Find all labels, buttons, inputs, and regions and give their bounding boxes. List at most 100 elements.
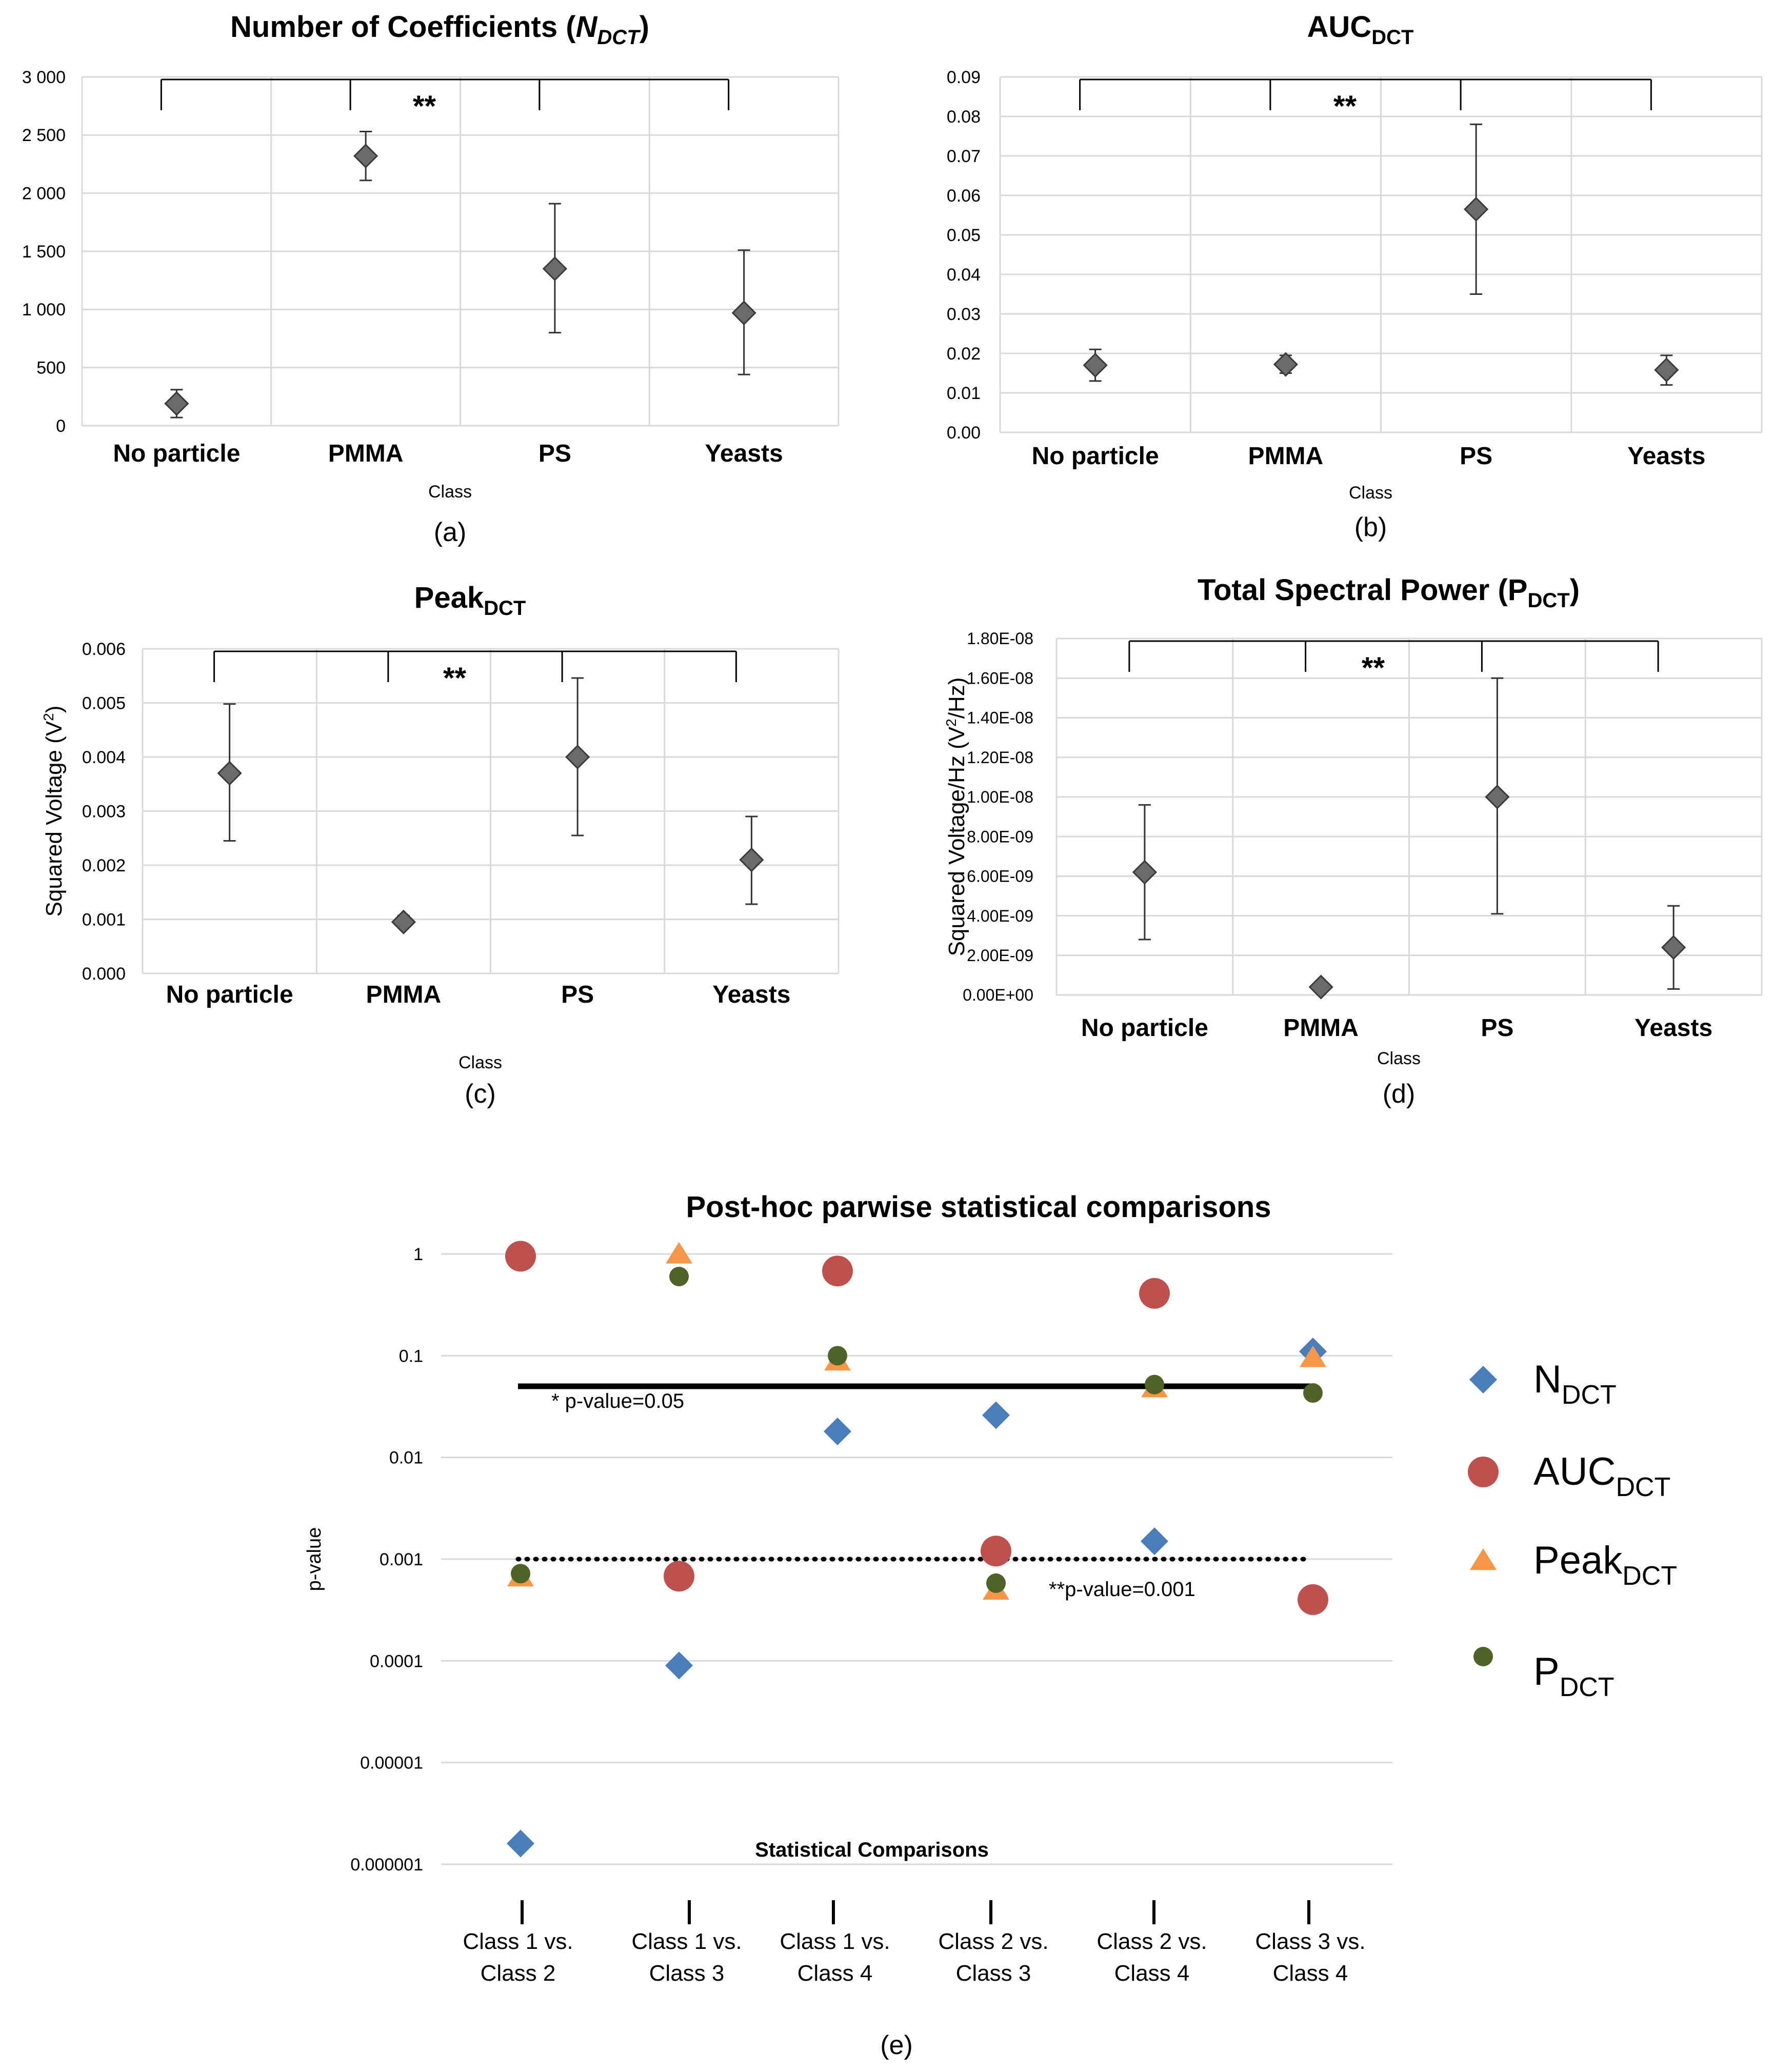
data-point-diamond	[1132, 860, 1158, 885]
x-category-label: Class 1 vs.	[463, 1929, 573, 1954]
significance-stars: **	[443, 662, 467, 695]
significance-stars: **	[1362, 651, 1385, 685]
significance-bracket: **	[1079, 78, 1652, 123]
x-category-label: Class 2 vs.	[938, 1929, 1048, 1954]
chart-title: AUCDCT	[1307, 10, 1414, 49]
x-category-label: PS	[1460, 443, 1492, 470]
x-category-label: Class 4	[798, 1961, 873, 1986]
threshold-line-solid: * p-value=0.05	[518, 1383, 1315, 1412]
legend-marker-diamond	[1469, 1366, 1497, 1393]
data-point-diamond	[542, 256, 568, 282]
x-category-label: PS	[539, 440, 571, 467]
y-tick-label: 0.01	[389, 1448, 423, 1468]
chart-panel-e: 0.000001 0.00001 0.0001 0.001 0.01 0.1 1 Post-h…	[304, 1190, 1677, 2060]
panel-label: (d)	[1383, 1079, 1416, 1109]
data-point-diamond	[1308, 974, 1333, 1000]
data-point-diamond	[217, 761, 242, 786]
x-category-label: Class 4	[1273, 1961, 1348, 1986]
chart-panel-d: 0.00E+00 2.00E-09 4.00E-09 6.00E-09 8.00E-09…	[943, 573, 1763, 1109]
y-tick-label: 6.00E-09	[967, 867, 1033, 886]
legend-label: NDCT	[1533, 1358, 1617, 1410]
y-axis-title: p-value	[304, 1527, 325, 1591]
x-category-label: Class 1 vs.	[780, 1929, 890, 1954]
data-point-diamond	[391, 909, 416, 934]
x-category-label: PMMA	[366, 981, 442, 1008]
y-tick-label: 0.001	[82, 910, 126, 929]
legend: NDCT AUCDCT PeakDCT PDCT	[1468, 1358, 1677, 1702]
series-auc	[505, 1241, 1328, 1615]
y-tick-label: 0.08	[947, 107, 981, 127]
chart-title: Post-hoc parwise statistical comparisons	[686, 1190, 1271, 1224]
data-point-circle	[1298, 1584, 1328, 1615]
significance-stars: **	[1333, 90, 1357, 123]
data-point-triangle	[1300, 1345, 1326, 1367]
significance-bracket: **	[1128, 640, 1659, 685]
y-tick-label: 0.003	[82, 802, 126, 821]
x-category-label: Yeasts	[705, 440, 783, 467]
x-axis-title: Class	[1377, 1049, 1421, 1068]
y-tick-label: 0.00	[947, 423, 981, 443]
x-category-label: Yeasts	[712, 981, 790, 1008]
panel-label: (a)	[434, 517, 467, 547]
x-category-label: PS	[561, 981, 594, 1008]
series-peak	[507, 1242, 1326, 1600]
y-tick-label: 3 000	[22, 68, 66, 87]
data-point-diamond	[507, 1829, 534, 1858]
panel-label: (e)	[880, 2030, 913, 2060]
y-tick-label: 0.0001	[370, 1651, 423, 1671]
data-point-circle	[505, 1241, 536, 1272]
y-tick-label: 0	[56, 416, 66, 436]
y-tick-label: 0.006	[82, 640, 126, 659]
y-tick-label: 0.004	[82, 748, 126, 767]
data-point-diamond	[1464, 196, 1489, 222]
y-tick-label: 1.40E-08	[967, 709, 1033, 727]
y-tick-label: 0.02	[947, 344, 981, 364]
x-category-label: Class 1 vs.	[631, 1929, 742, 1954]
y-tick-label: 1 500	[22, 242, 66, 262]
legend-marker-circle	[1468, 1457, 1499, 1487]
y-tick-label: 1	[413, 1245, 423, 1264]
significance-stars: **	[413, 90, 436, 123]
y-tick-label: 2 500	[22, 126, 66, 145]
legend-marker-circle-small	[1473, 1647, 1493, 1666]
data-point-circle-small	[511, 1564, 530, 1584]
y-tick-label: 0.000001	[350, 1855, 423, 1875]
significance-bracket: **	[160, 78, 730, 123]
data-point-diamond	[824, 1418, 851, 1446]
x-category-label: Class 3	[649, 1961, 725, 1986]
data-point-circle-small	[1303, 1383, 1323, 1403]
data-point-diamond	[1654, 357, 1679, 383]
threshold-label: **p-value=0.001	[1049, 1578, 1195, 1601]
threshold-label: * p-value=0.05	[551, 1390, 684, 1412]
y-tick-label: 0.01	[947, 384, 981, 403]
series-p	[511, 1267, 1323, 1593]
legend-label: PDCT	[1533, 1650, 1614, 1702]
panel-label: (b)	[1354, 512, 1387, 542]
data-point-circle-small	[828, 1346, 847, 1366]
chart-title: PeakDCT	[414, 581, 526, 620]
y-tick-label: 2.00E-09	[967, 946, 1033, 965]
x-category-label: PMMA	[328, 440, 404, 467]
x-category-label: Yeasts	[1627, 443, 1705, 470]
data-point-circle-small	[669, 1267, 689, 1286]
y-tick-label: 0.005	[82, 693, 126, 713]
data-point-diamond	[1661, 935, 1686, 960]
x-category-label: No particle	[166, 981, 293, 1008]
y-tick-label: 0.06	[947, 186, 981, 206]
x-category-label: PMMA	[1283, 1014, 1359, 1042]
x-axis-title: Statistical Comparisons	[755, 1839, 989, 1861]
legend-marker-triangle	[1470, 1548, 1497, 1570]
panel-label: (c)	[465, 1079, 496, 1109]
y-tick-label: 0.00001	[360, 1754, 423, 1773]
data-point-circle-small	[986, 1573, 1006, 1593]
data-point-circle-small	[1145, 1374, 1164, 1394]
significance-bracket: **	[213, 650, 737, 695]
x-category-label: Class 3 vs.	[1255, 1929, 1365, 1954]
y-tick-label: 0.04	[947, 265, 981, 285]
threshold-line-dotted: **p-value=0.001	[515, 1557, 1313, 1601]
x-category-label: No particle	[1032, 443, 1159, 470]
data-point-diamond	[1273, 352, 1299, 377]
x-category-label: Class 2 vs.	[1097, 1929, 1207, 1954]
y-tick-label: 0.1	[399, 1346, 423, 1366]
y-tick-label: 8.00E-09	[967, 827, 1033, 846]
